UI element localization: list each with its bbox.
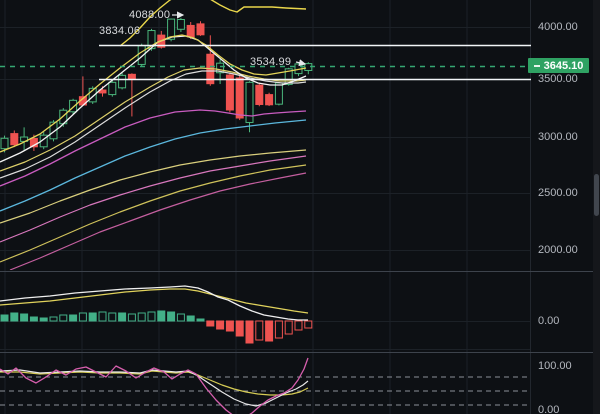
candle-body: [186, 24, 195, 38]
candle-body: [284, 68, 293, 85]
scrollbar-thumb[interactable]: [594, 174, 599, 216]
candle-body: [235, 77, 244, 119]
histogram-bar: [39, 317, 48, 322]
price-axis-label: 4000.00: [538, 20, 578, 33]
histogram-bar: [88, 312, 97, 322]
candle-body: [49, 121, 58, 140]
histogram-bar: [294, 320, 303, 331]
candle-body: [167, 18, 176, 40]
histogram-bar: [29, 316, 38, 322]
histogram-bar: [118, 312, 127, 322]
histogram-bar: [216, 320, 225, 330]
ma-magenta: [0, 109, 307, 187]
annotation-swing-high[interactable]: 4088.00: [129, 9, 171, 21]
price-axis-label: 3500.00: [538, 72, 578, 85]
kdj-j-pink: [0, 357, 309, 414]
kdj-k-white: [0, 369, 309, 407]
boll-upper-yellow: [119, 0, 307, 47]
candle-body: [255, 84, 264, 105]
histogram-bar: [235, 320, 244, 337]
candle-body: [245, 81, 254, 123]
ma-cyan: [0, 119, 307, 212]
candle-body: [88, 87, 97, 103]
histogram-bar: [108, 312, 117, 322]
candle-body: [216, 62, 225, 74]
histogram-bar: [265, 320, 274, 342]
candle-body: [225, 74, 234, 111]
histogram-bar: [69, 314, 78, 322]
price-axis-label: 2000.00: [538, 243, 578, 256]
candle-body: [39, 134, 48, 148]
histogram-bar: [304, 320, 313, 329]
current-price-value: 3645.10: [543, 59, 584, 72]
ma-pink-2: [0, 155, 307, 243]
histogram-bar: [20, 313, 29, 322]
price-drawings: [0, 11, 534, 81]
price-axis-label: 3000.00: [538, 130, 578, 143]
ma-pink-3: [9, 172, 307, 270]
annotation-level-3834[interactable]: 3834.06: [99, 25, 141, 37]
candle-body: [118, 74, 127, 89]
candle-body: [10, 133, 19, 146]
histogram-panel: [0, 285, 313, 344]
histogram-bar: [274, 320, 283, 339]
histogram-bar: [59, 314, 68, 322]
histogram-bar: [0, 314, 9, 322]
hist-ma-white: [0, 285, 308, 321]
ma-yellow-fast: [0, 34, 307, 153]
hist-ma-yellow: [0, 288, 309, 314]
histogram-bar: [206, 320, 215, 327]
histogram-bar: [147, 311, 156, 322]
price-axis-label: 0.00: [538, 403, 560, 414]
histogram-bar: [157, 310, 166, 322]
ma-white-slow: [0, 70, 307, 179]
scrollbar[interactable]: [593, 0, 600, 414]
annotation-level-3534[interactable]: 3534.99: [250, 56, 292, 68]
moving-average-lines: [0, 0, 307, 270]
price-axis-label: 0.00: [538, 314, 560, 327]
candle-body: [196, 23, 205, 36]
annotation-arrow: [295, 59, 307, 67]
histogram-bar: [245, 320, 254, 344]
price-axis-label: 100.00: [538, 359, 572, 372]
candle-body: [29, 137, 38, 148]
price-axis-label: 2500.00: [538, 186, 578, 199]
histogram-bar: [127, 313, 136, 322]
ma-yellow-3: [0, 149, 307, 224]
histogram-bar: [167, 311, 176, 322]
histogram-bar: [196, 318, 205, 322]
candle-body: [0, 137, 9, 150]
histogram-bar: [137, 312, 146, 322]
candle-body: [127, 73, 136, 81]
histogram-bar: [225, 320, 234, 332]
candle-body: [69, 99, 78, 113]
candle-body: [265, 94, 274, 106]
histogram-bar: [78, 312, 87, 322]
histogram-bar: [98, 311, 107, 322]
current-price-badge: 3645.10: [528, 58, 589, 73]
histogram-bar: [186, 315, 195, 322]
candlestick-series: [0, 17, 313, 153]
oscillator-panel: [0, 357, 530, 414]
candle-body: [108, 81, 117, 96]
histogram-bar: [10, 312, 19, 322]
histogram-bar: [255, 320, 264, 341]
kdj-d-yellow: [0, 370, 309, 396]
ma-yellow-4: [0, 164, 307, 263]
histogram-bar: [284, 320, 293, 335]
price-tick-dash: [533, 64, 540, 67]
histogram-bar: [176, 313, 185, 322]
candle-body: [274, 82, 283, 105]
candle-body: [176, 19, 185, 30]
histogram-bar: [49, 316, 58, 322]
